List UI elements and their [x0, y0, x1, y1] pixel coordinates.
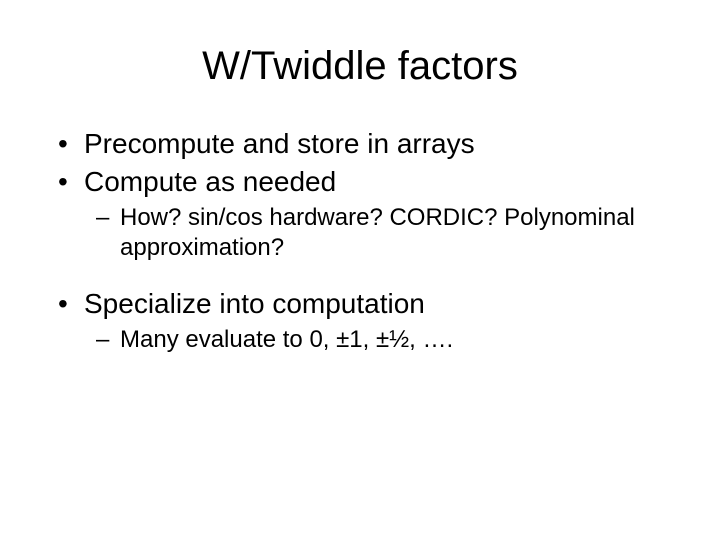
bullet-level2: How? sin/cos hardware? CORDIC? Polynomin…: [58, 203, 680, 263]
bullet-level1: Precompute and store in arrays: [58, 127, 680, 161]
bullet-level1: Specialize into computation: [58, 287, 680, 321]
spacer: [58, 273, 680, 283]
bullet-level1: Compute as needed: [58, 165, 680, 199]
slide-title: W/Twiddle factors: [0, 44, 720, 89]
bullet-level2: Many evaluate to 0, ±1, ±½, ….: [58, 325, 680, 355]
slide-body: Precompute and store in arrays Compute a…: [58, 127, 680, 355]
slide: W/Twiddle factors Precompute and store i…: [0, 44, 720, 540]
